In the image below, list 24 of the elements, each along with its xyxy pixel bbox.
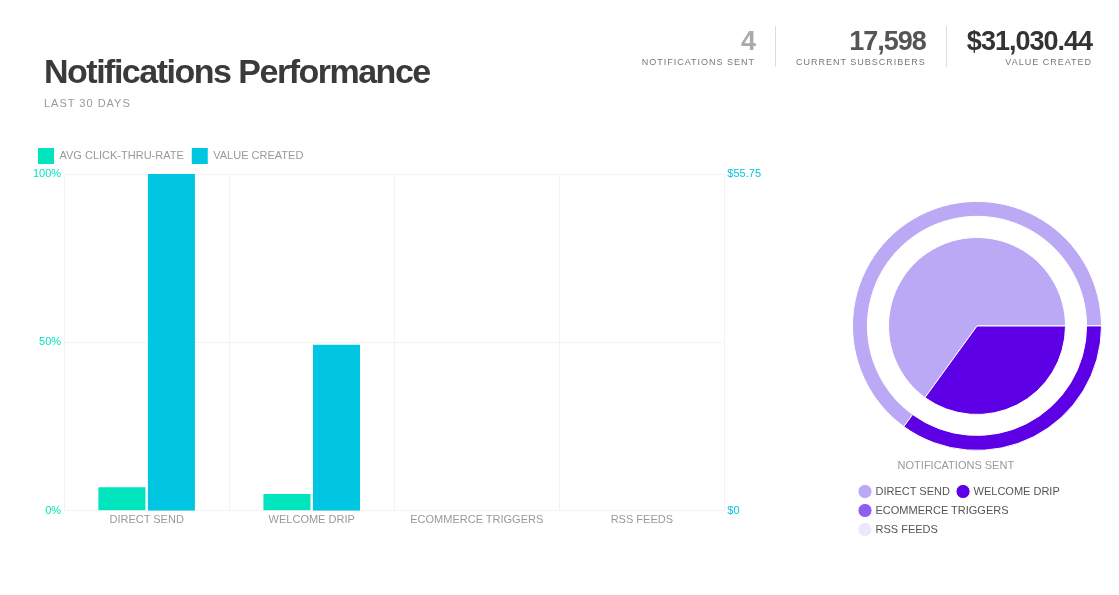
legend-label: RSS FEEDS [875,522,938,535]
y2-tick-label: $0 [727,503,740,516]
text: $31,030.44 [966,26,1092,57]
legend-label: VALUE CREATED [213,149,304,162]
y-tick-label: 100% [32,167,62,180]
text: VALUE CREATED [1004,57,1092,67]
legend-label: DIRECT SEND [875,484,950,497]
text: LAST 30 DAYS [44,97,132,109]
text: NOTIFICATIONS SENT [641,57,755,67]
x-tick-label: DIRECT SEND [109,513,184,526]
text: CURRENT SUBSCRIBERS [796,57,926,67]
y2-tick-label: $55.75 [727,167,762,180]
x-tick-label: ECOMMERCE TRIGGERS [410,513,544,526]
text: Notifications Performance [44,52,430,91]
legend-label: WELCOME DRIP [973,484,1060,497]
legend-label: AVG CLICK-THRU-RATE [59,149,184,162]
x-tick-label: RSS FEEDS [610,513,674,526]
text: 17,598 [848,26,926,57]
y-tick-label: 0% [45,503,62,516]
x-tick-label: WELCOME DRIP [268,513,355,526]
legend-title: NOTIFICATIONS SENT [897,459,1015,472]
legend-label: ECOMMERCE TRIGGERS [875,503,1009,516]
y-tick-label: 50% [39,335,62,348]
text: 4 [739,26,755,57]
